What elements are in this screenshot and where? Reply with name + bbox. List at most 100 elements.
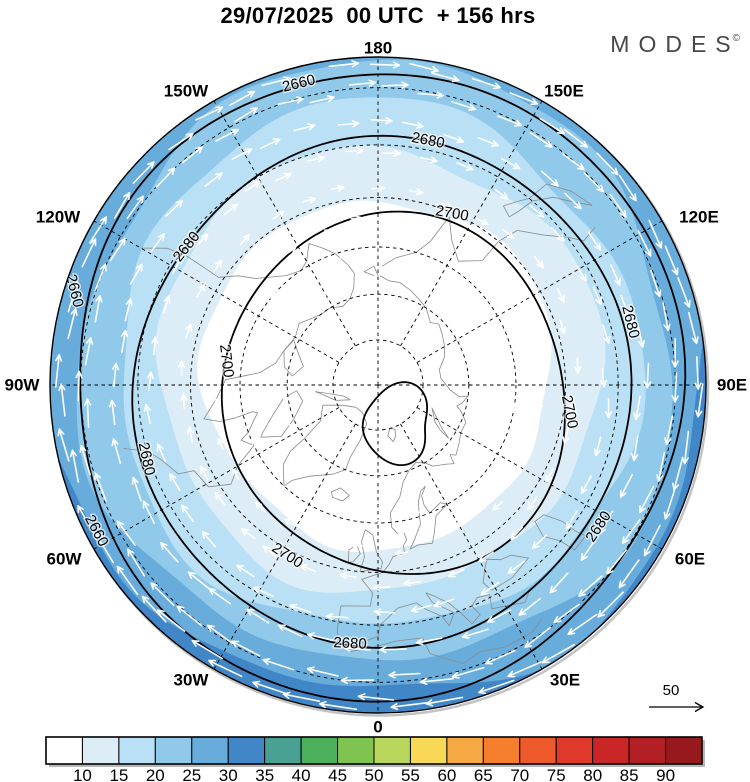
colorbar-cell [373, 736, 411, 765]
colorbar-frame [45, 736, 703, 765]
coastline [260, 390, 304, 438]
longitude-label: 180 [364, 38, 392, 57]
coastline [387, 428, 396, 442]
latitude-circle [190, 197, 566, 573]
colorbar: 10 15 20 25 30 35 40 45 50 55 60 65 70 75 80 85 90 [45, 736, 705, 782]
colorbar-cell [409, 736, 448, 765]
colorbar-cell [264, 736, 302, 765]
colorbar-tick: 50 [365, 766, 384, 782]
copyright-icon: © [732, 33, 740, 44]
colorbar-cell [300, 736, 339, 765]
latitude-circle [239, 246, 517, 524]
longitude-label: 60E [675, 549, 705, 568]
coastline [363, 265, 379, 276]
colorbar-cell [446, 736, 484, 765]
colorbar-tick: 30 [219, 766, 238, 782]
contour-label: 2680 [333, 634, 367, 653]
colorbar-tick: 85 [620, 766, 639, 782]
coastline [337, 532, 408, 647]
colorbar-tick: 40 [292, 766, 311, 782]
coastline [534, 514, 587, 551]
colorbar-tick: 35 [255, 766, 274, 782]
longitude-label: 120E [679, 207, 719, 226]
wind-arrow-field [54, 60, 704, 711]
contour-label: 2700 [216, 343, 237, 378]
colorbar-tick: 90 [656, 766, 675, 782]
longitude-labels: 180 150E 120E 90E 60E 30E 0 30W 60W 90W 120W 150W [5, 38, 748, 736]
polar-map: 2660266026602680268026802680268026802700… [50, 57, 706, 713]
coastline [283, 339, 304, 377]
colorbar-tick: 80 [583, 766, 602, 782]
colorbar-cell [519, 736, 557, 765]
coastline [409, 485, 448, 550]
height-contour [361, 381, 428, 466]
meridian-line [93, 220, 340, 363]
map-border [49, 56, 707, 714]
longitude-label: 150E [544, 81, 584, 100]
colorbar-tick: 25 [182, 766, 201, 782]
coastline [389, 454, 455, 535]
colorbar-cell [81, 736, 120, 765]
colorbar-cell [665, 736, 703, 765]
longitude-label: 90E [717, 375, 747, 394]
latitude-circle [286, 293, 470, 477]
coastline [349, 618, 543, 664]
wind-reference-arrow [649, 701, 705, 713]
modes-logo-text: MODES [610, 31, 740, 57]
colorbar-cell [337, 736, 375, 765]
coastline [282, 404, 368, 487]
colorbar-cell [154, 736, 193, 765]
chart-title: 29/07/2025 00 UTC + 156 hrs [220, 3, 536, 28]
meridian-line [400, 423, 543, 670]
colorbar-cell [628, 736, 667, 765]
coastline [482, 554, 529, 591]
colorbar-tick: 20 [146, 766, 165, 782]
longitude-label: 30W [174, 670, 210, 689]
coastline [331, 487, 350, 502]
coastline [314, 391, 351, 401]
height-contours [79, 73, 687, 703]
colorbar-cell [191, 736, 229, 765]
colorbar-tick: 15 [109, 766, 128, 782]
colorbar-tick: 60 [437, 766, 456, 782]
colorbar-tick: 10 [73, 766, 92, 782]
coastline [379, 275, 469, 456]
longitude-label: 90W [5, 375, 41, 394]
colorbar-tick: 45 [328, 766, 347, 782]
colorbar-tick: 75 [547, 766, 566, 782]
colorbar-tick: 55 [401, 766, 420, 782]
longitude-label: 120W [36, 207, 81, 226]
colorbar-cell [118, 736, 156, 765]
height-contour [131, 134, 633, 649]
colorbar-tick: 70 [510, 766, 529, 782]
meridian-line [213, 100, 356, 347]
coastline [359, 529, 383, 572]
meridian-line [416, 220, 663, 363]
wind-speed-shading [50, 57, 706, 713]
meridian-line [400, 100, 543, 347]
colorbar-cell [482, 736, 521, 765]
coastline [503, 183, 593, 218]
colorbar-cell [45, 736, 83, 765]
longitude-label: 60W [47, 549, 83, 568]
longitude-label: 30E [550, 670, 580, 689]
modes-logo: MODES© [610, 31, 740, 58]
colorbar-cell [227, 736, 266, 765]
coastline [123, 243, 355, 488]
wind-reference-label: 50 [663, 682, 680, 699]
meridian-line [416, 407, 663, 550]
speed-band [197, 200, 552, 552]
coastline [352, 592, 530, 647]
wind-vectors [54, 60, 704, 711]
colorbar-tick: 65 [474, 766, 493, 782]
colorbar-cell [555, 736, 594, 765]
height-contour [220, 210, 566, 575]
coastline [431, 407, 450, 439]
longitude-label: 150W [164, 81, 209, 100]
coastline [347, 544, 361, 563]
wind-reference: 50 [649, 682, 705, 713]
colorbar-cell [592, 736, 630, 765]
meridian-line [213, 423, 356, 670]
